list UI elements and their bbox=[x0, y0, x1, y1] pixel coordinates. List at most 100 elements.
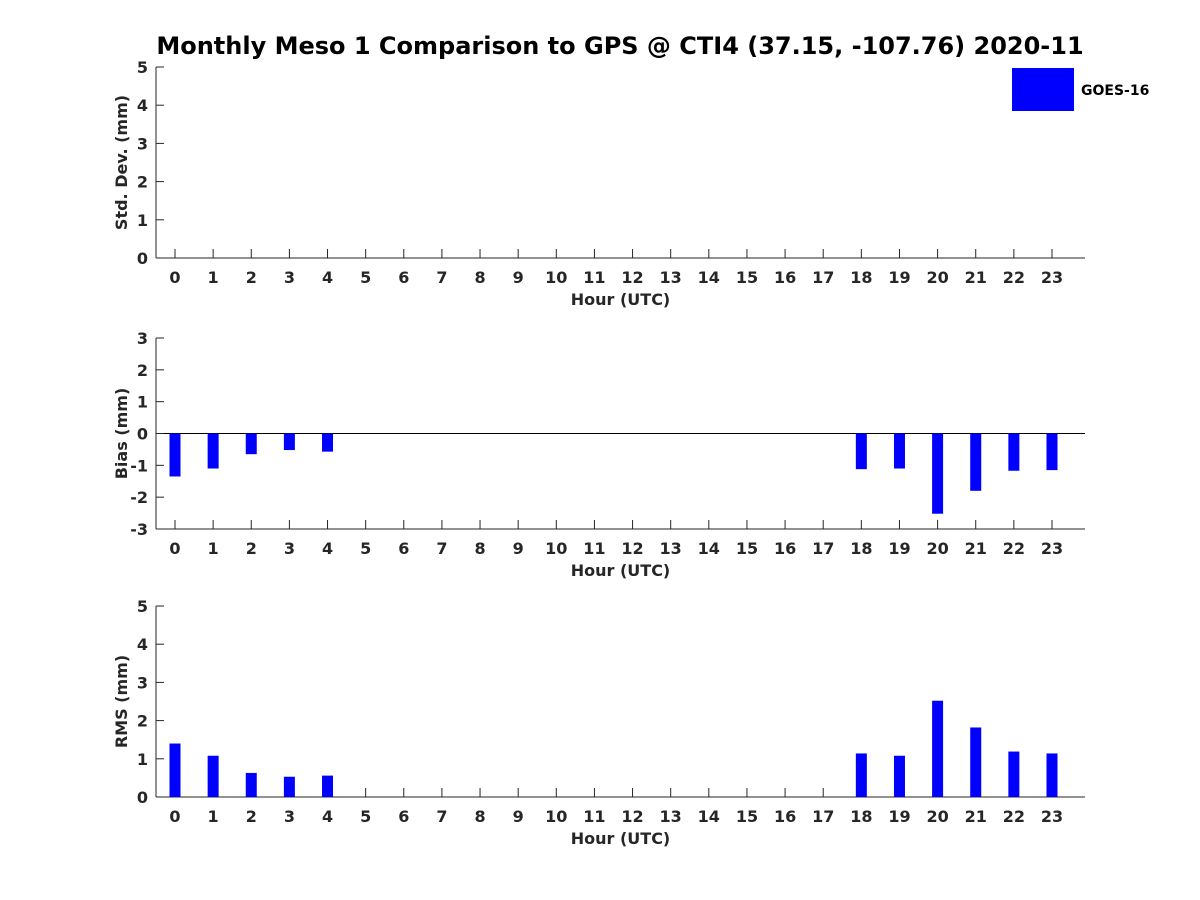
x-tick-label: 19 bbox=[888, 539, 910, 558]
y-tick-label: -2 bbox=[130, 488, 148, 507]
legend-label: GOES-16 bbox=[1081, 83, 1149, 99]
x-tick-label: 15 bbox=[736, 807, 758, 826]
x-axis-label: Hour (UTC) bbox=[571, 829, 671, 848]
x-tick-label: 11 bbox=[583, 807, 605, 826]
x-tick-label: 8 bbox=[474, 539, 485, 558]
bar-hour-0 bbox=[169, 433, 181, 477]
bar-hour-4 bbox=[322, 775, 334, 797]
bar-hour-18 bbox=[855, 433, 867, 470]
y-tick-label: -3 bbox=[130, 520, 148, 539]
y-axis-label: RMS (mm) bbox=[112, 655, 131, 748]
y-tick-label: 0 bbox=[137, 425, 148, 444]
y-tick-label: 4 bbox=[137, 635, 148, 654]
bar-hour-23 bbox=[1046, 433, 1058, 471]
x-tick-label: 12 bbox=[621, 807, 643, 826]
bar-hour-20 bbox=[932, 433, 944, 514]
bar-hour-23 bbox=[1046, 753, 1058, 797]
bar-hour-3 bbox=[283, 776, 295, 797]
x-tick-label: 18 bbox=[850, 539, 872, 558]
bar-hour-21 bbox=[970, 727, 982, 797]
legend: GOES-16 bbox=[1012, 68, 1149, 111]
x-tick-label: 13 bbox=[660, 539, 682, 558]
y-tick-label: 2 bbox=[137, 712, 148, 731]
x-tick-label: 6 bbox=[398, 807, 409, 826]
bar-hour-2 bbox=[245, 772, 257, 797]
x-tick-label: 6 bbox=[398, 268, 409, 287]
bar-hour-21 bbox=[970, 433, 982, 491]
x-tick-label: 10 bbox=[545, 539, 567, 558]
x-tick-label: 20 bbox=[926, 268, 948, 287]
y-tick-label: 2 bbox=[137, 361, 148, 380]
bar-hour-2 bbox=[245, 433, 257, 455]
x-tick-label: 17 bbox=[812, 807, 834, 826]
y-tick-label: 0 bbox=[137, 249, 148, 268]
x-tick-label: 2 bbox=[246, 539, 257, 558]
x-tick-label: 10 bbox=[545, 807, 567, 826]
x-tick-label: 10 bbox=[545, 268, 567, 287]
x-tick-label: 8 bbox=[474, 807, 485, 826]
x-tick-label: 22 bbox=[1003, 539, 1025, 558]
x-tick-label: 11 bbox=[583, 268, 605, 287]
x-tick-label: 2 bbox=[246, 807, 257, 826]
x-tick-label: 17 bbox=[812, 268, 834, 287]
x-tick-label: 13 bbox=[660, 268, 682, 287]
y-tick-label: 1 bbox=[137, 393, 148, 412]
x-tick-label: 0 bbox=[169, 807, 180, 826]
x-tick-label: 19 bbox=[888, 807, 910, 826]
bar-hour-1 bbox=[207, 755, 219, 797]
bar-hour-3 bbox=[283, 433, 295, 451]
x-tick-label: 0 bbox=[169, 539, 180, 558]
x-tick-label: 7 bbox=[436, 807, 447, 826]
x-tick-label: 4 bbox=[322, 268, 333, 287]
y-tick-label: 4 bbox=[137, 96, 148, 115]
x-tick-label: 17 bbox=[812, 539, 834, 558]
x-tick-label: 7 bbox=[436, 539, 447, 558]
x-tick-label: 3 bbox=[284, 807, 295, 826]
x-axis-label: Hour (UTC) bbox=[571, 290, 671, 309]
y-tick-label: 3 bbox=[137, 673, 148, 692]
bar-hour-22 bbox=[1008, 751, 1020, 797]
x-tick-label: 1 bbox=[208, 268, 219, 287]
y-axis-label: Bias (mm) bbox=[112, 388, 131, 480]
bar-hour-18 bbox=[855, 753, 867, 797]
x-tick-label: 20 bbox=[926, 807, 948, 826]
x-tick-label: 22 bbox=[1003, 268, 1025, 287]
x-tick-label: 20 bbox=[926, 539, 948, 558]
bar-hour-19 bbox=[893, 433, 905, 469]
x-tick-label: 5 bbox=[360, 539, 371, 558]
x-tick-label: 21 bbox=[965, 807, 987, 826]
chart-title: Monthly Meso 1 Comparison to GPS @ CTI4 … bbox=[156, 32, 1083, 60]
bar-hour-0 bbox=[169, 743, 181, 797]
bar-hour-20 bbox=[932, 700, 944, 797]
x-tick-label: 1 bbox=[208, 539, 219, 558]
y-tick-label: -1 bbox=[130, 456, 148, 475]
x-tick-label: 12 bbox=[621, 268, 643, 287]
x-tick-label: 4 bbox=[322, 807, 333, 826]
y-tick-label: 5 bbox=[137, 597, 148, 616]
x-tick-label: 14 bbox=[698, 807, 720, 826]
x-tick-label: 16 bbox=[774, 539, 796, 558]
y-tick-label: 3 bbox=[137, 329, 148, 348]
x-tick-label: 0 bbox=[169, 268, 180, 287]
x-tick-label: 11 bbox=[583, 539, 605, 558]
y-tick-label: 1 bbox=[137, 211, 148, 230]
x-tick-label: 9 bbox=[513, 268, 524, 287]
bar-hour-4 bbox=[322, 433, 334, 452]
legend-swatch bbox=[1012, 68, 1074, 111]
y-tick-label: 2 bbox=[137, 173, 148, 192]
x-tick-label: 23 bbox=[1041, 539, 1063, 558]
x-tick-label: 15 bbox=[736, 539, 758, 558]
x-tick-label: 23 bbox=[1041, 268, 1063, 287]
x-tick-label: 3 bbox=[284, 268, 295, 287]
bar-hour-19 bbox=[893, 755, 905, 797]
x-tick-label: 5 bbox=[360, 268, 371, 287]
bar-hour-1 bbox=[207, 433, 219, 469]
x-tick-label: 1 bbox=[208, 807, 219, 826]
y-tick-label: 1 bbox=[137, 750, 148, 769]
x-tick-label: 12 bbox=[621, 539, 643, 558]
x-tick-label: 21 bbox=[965, 268, 987, 287]
x-tick-label: 3 bbox=[284, 539, 295, 558]
